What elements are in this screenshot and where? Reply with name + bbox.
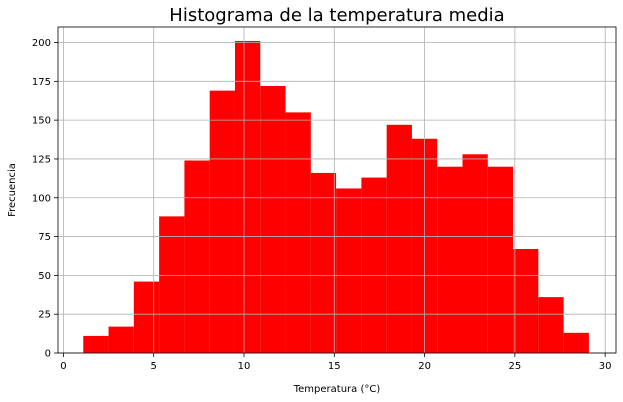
y-axis-label: Frecuencia bbox=[7, 163, 18, 217]
x-tick-label: 10 bbox=[238, 361, 251, 372]
x-axis-ticks: 0 5 10 15 20 25 30 bbox=[60, 353, 612, 372]
histogram-bar bbox=[108, 326, 134, 353]
y-tick-label: 50 bbox=[38, 271, 51, 282]
histogram-bar bbox=[462, 154, 488, 353]
histogram-bar bbox=[133, 281, 160, 353]
histogram-bar bbox=[310, 172, 337, 353]
y-axis-ticks: 0 25 50 75 100 125 150 175 200 bbox=[32, 38, 58, 360]
histogram-bar bbox=[336, 188, 362, 353]
x-tick-label: 0 bbox=[60, 361, 66, 372]
histogram-bar bbox=[159, 216, 185, 353]
x-gridlines bbox=[63, 27, 606, 353]
y-tick-label: 200 bbox=[32, 38, 51, 49]
histogram-bar bbox=[260, 85, 286, 353]
histogram-bar bbox=[83, 335, 109, 353]
x-tick-label: 15 bbox=[328, 361, 341, 372]
y-tick-label: 0 bbox=[45, 349, 51, 360]
y-tick-label: 150 bbox=[32, 116, 51, 127]
plot-frame bbox=[57, 26, 617, 354]
y-tick-label: 125 bbox=[32, 154, 51, 165]
histogram-bars bbox=[83, 40, 589, 354]
x-tick-label: 20 bbox=[418, 361, 431, 372]
x-tick-label: 30 bbox=[599, 361, 612, 372]
y-tick-label: 100 bbox=[32, 193, 51, 204]
histogram-bar bbox=[285, 112, 311, 353]
histogram-bar bbox=[513, 248, 539, 353]
y-tick-label: 75 bbox=[38, 232, 51, 243]
histogram-bar bbox=[184, 160, 210, 353]
histogram-bar bbox=[386, 124, 412, 353]
histogram-bar bbox=[437, 166, 463, 353]
y-tick-label: 175 bbox=[32, 77, 51, 88]
x-tick-label: 25 bbox=[509, 361, 522, 372]
x-axis-label: Temperatura (°C) bbox=[293, 384, 381, 395]
chart-title: Histograma de la temperatura media bbox=[169, 5, 504, 26]
histogram-bar bbox=[209, 90, 235, 354]
histogram-bar bbox=[487, 166, 514, 353]
histogram-bar bbox=[361, 177, 387, 353]
x-tick-label: 5 bbox=[151, 361, 157, 372]
y-tick-label: 25 bbox=[38, 310, 51, 321]
histogram-bar bbox=[234, 40, 261, 353]
histogram-bar bbox=[563, 332, 589, 353]
histogram-bar bbox=[538, 297, 564, 353]
